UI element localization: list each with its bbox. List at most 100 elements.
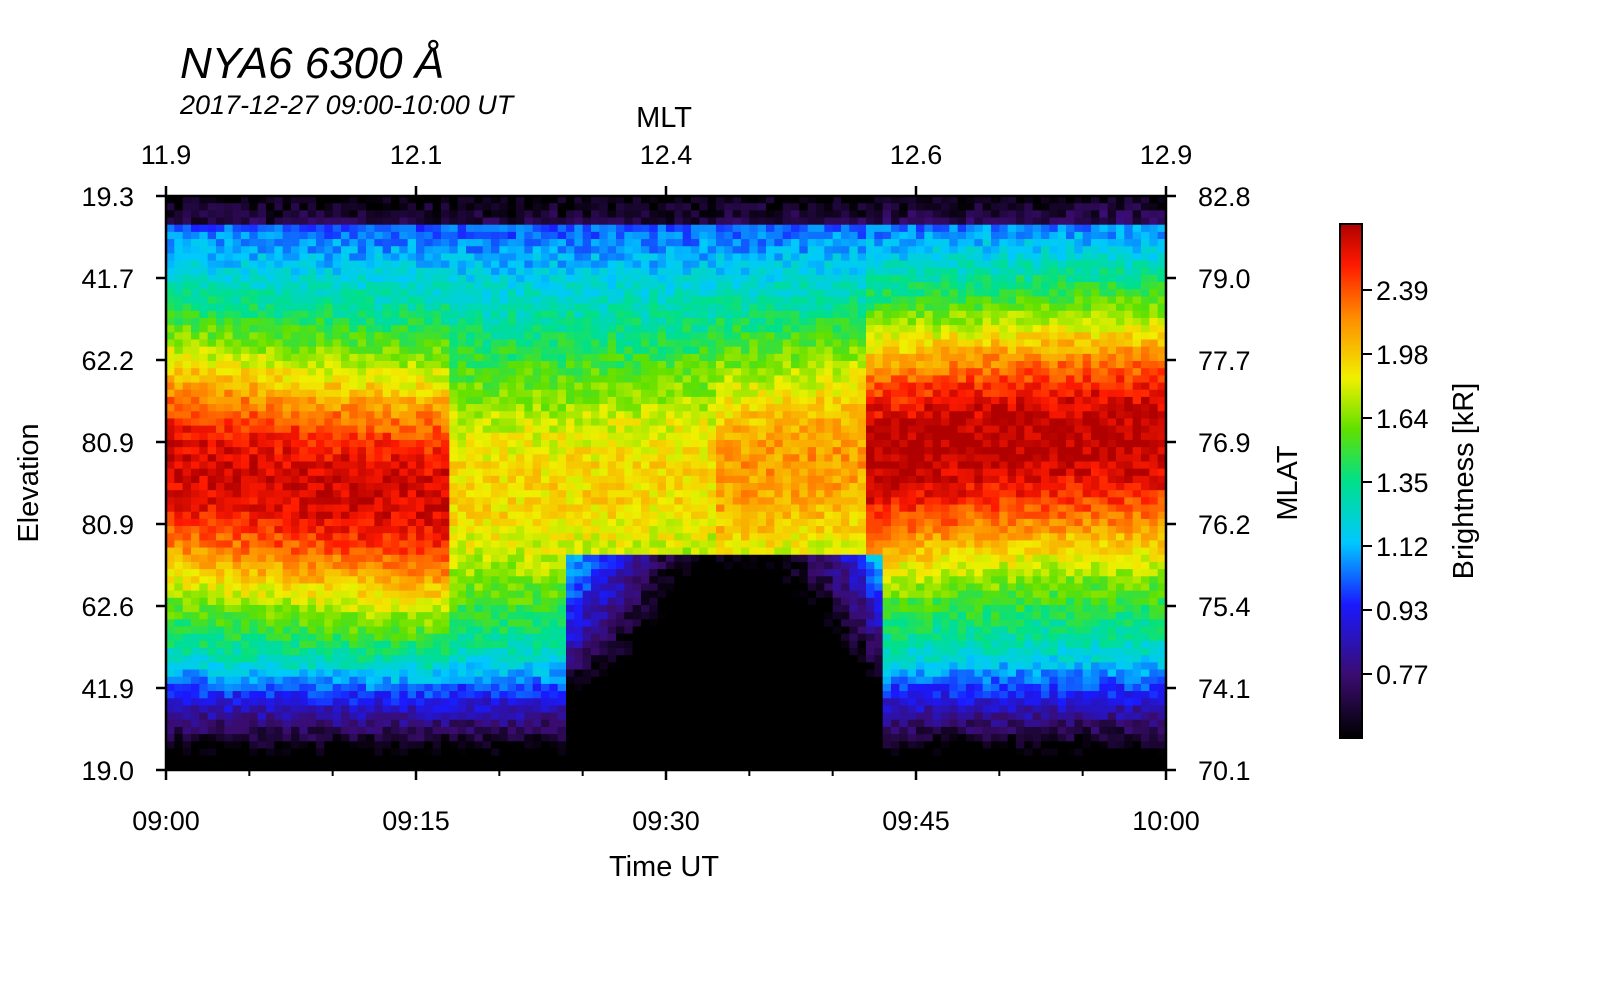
heatmap-cell [199, 726, 209, 735]
heatmap-cell [216, 597, 225, 606]
heatmap-cell [566, 210, 575, 219]
heatmap-cell [382, 676, 392, 685]
heatmap-cell [507, 217, 517, 226]
heatmap-cell [307, 267, 317, 276]
heatmap-cell [382, 483, 392, 491]
heatmap-cell [324, 698, 334, 707]
heatmap-cell [274, 389, 284, 398]
heatmap-cell [457, 497, 467, 506]
heatmap-cell [524, 217, 534, 226]
heatmap-cell [274, 432, 284, 441]
heatmap-cell [416, 274, 425, 283]
heatmap-cell [266, 454, 275, 463]
heatmap-cell [207, 454, 217, 463]
heatmap-cell [349, 504, 359, 513]
heatmap-cell [449, 569, 459, 577]
heatmap-cell [366, 655, 375, 663]
heatmap-cell [291, 719, 300, 728]
heatmap-cell [674, 260, 684, 269]
heatmap-cell [374, 518, 384, 527]
heatmap-cell [599, 461, 609, 470]
heatmap-cell [166, 246, 175, 254]
heatmap-cell [466, 698, 475, 707]
heatmap-cell [491, 346, 500, 355]
heatmap-cell [616, 447, 625, 455]
heatmap-cell [174, 569, 184, 577]
heatmap-cell [566, 741, 575, 750]
heatmap-cell [666, 425, 675, 434]
heatmap-cell [416, 332, 425, 341]
heatmap-cell [232, 418, 242, 427]
heatmap-cell [241, 454, 250, 463]
heatmap-cell [207, 511, 217, 520]
heatmap-cell [282, 597, 292, 606]
heatmap-cell [457, 612, 467, 620]
heatmap-cell [607, 382, 617, 391]
heatmap-cell [266, 676, 275, 685]
heatmap-cell [207, 361, 217, 369]
heatmap-cell [574, 640, 584, 649]
heatmap-cell [516, 296, 525, 305]
heatmap-cell [466, 576, 475, 585]
heatmap-cell [332, 332, 342, 341]
heatmap-cell [507, 375, 517, 384]
heatmap-cell [499, 468, 509, 477]
heatmap-cell [416, 346, 425, 355]
heatmap-cell [474, 296, 484, 305]
heatmap-cell [574, 719, 584, 728]
heatmap-cell [641, 411, 650, 420]
heatmap-cell [599, 554, 609, 563]
heatmap-cell [216, 196, 225, 204]
heatmap-cell [499, 511, 509, 520]
heatmap-cell [432, 325, 442, 333]
heatmap-cell [282, 375, 292, 384]
heatmap-cell [324, 705, 334, 714]
heatmap-cell [616, 310, 625, 319]
heatmap-cell [349, 368, 359, 376]
heatmap-cell [657, 447, 667, 455]
heatmap-cell [332, 224, 342, 233]
heatmap-cell [532, 346, 542, 355]
heatmap-cell [232, 267, 242, 276]
heatmap-cell [457, 325, 467, 333]
heatmap-cell [516, 569, 525, 577]
heatmap-cell [349, 475, 359, 484]
heatmap-cell [291, 246, 300, 254]
heatmap-cell [516, 310, 525, 319]
heatmap-cell [641, 540, 650, 549]
heatmap-cell [457, 533, 467, 541]
heatmap-cell [299, 246, 309, 254]
heatmap-cell [257, 231, 267, 240]
heatmap-cell [349, 755, 359, 764]
heatmap-cell [632, 332, 642, 341]
heatmap-cell [357, 361, 367, 369]
heatmap-cell [599, 755, 609, 764]
heatmap-cell [582, 540, 592, 549]
heatmap-cell [616, 755, 625, 764]
heatmap-cell [307, 762, 317, 770]
heatmap-cell [532, 439, 542, 448]
heatmap-cell [516, 561, 525, 570]
heatmap-cell [324, 626, 334, 635]
heatmap-cell [657, 389, 667, 398]
heatmap-cell [541, 576, 550, 585]
heatmap-cell [416, 741, 425, 750]
heatmap-cell [349, 454, 359, 463]
heatmap-cell [591, 533, 600, 541]
heatmap-cell [257, 547, 267, 556]
heatmap-cell [307, 339, 317, 348]
heatmap-cell [307, 260, 317, 269]
heatmap-cell [466, 217, 475, 226]
heatmap-cell [266, 648, 275, 656]
heatmap-cell [166, 511, 175, 520]
heatmap-cell [191, 612, 200, 620]
heatmap-cell [282, 418, 292, 427]
heatmap-cell [207, 447, 217, 455]
heatmap-cell [174, 712, 184, 721]
heatmap-cell [541, 224, 550, 233]
heatmap-cell [232, 533, 242, 541]
heatmap-cell [482, 396, 492, 405]
heatmap-cell [224, 310, 234, 319]
heatmap-cell [507, 633, 517, 642]
heatmap-cell [257, 461, 267, 470]
